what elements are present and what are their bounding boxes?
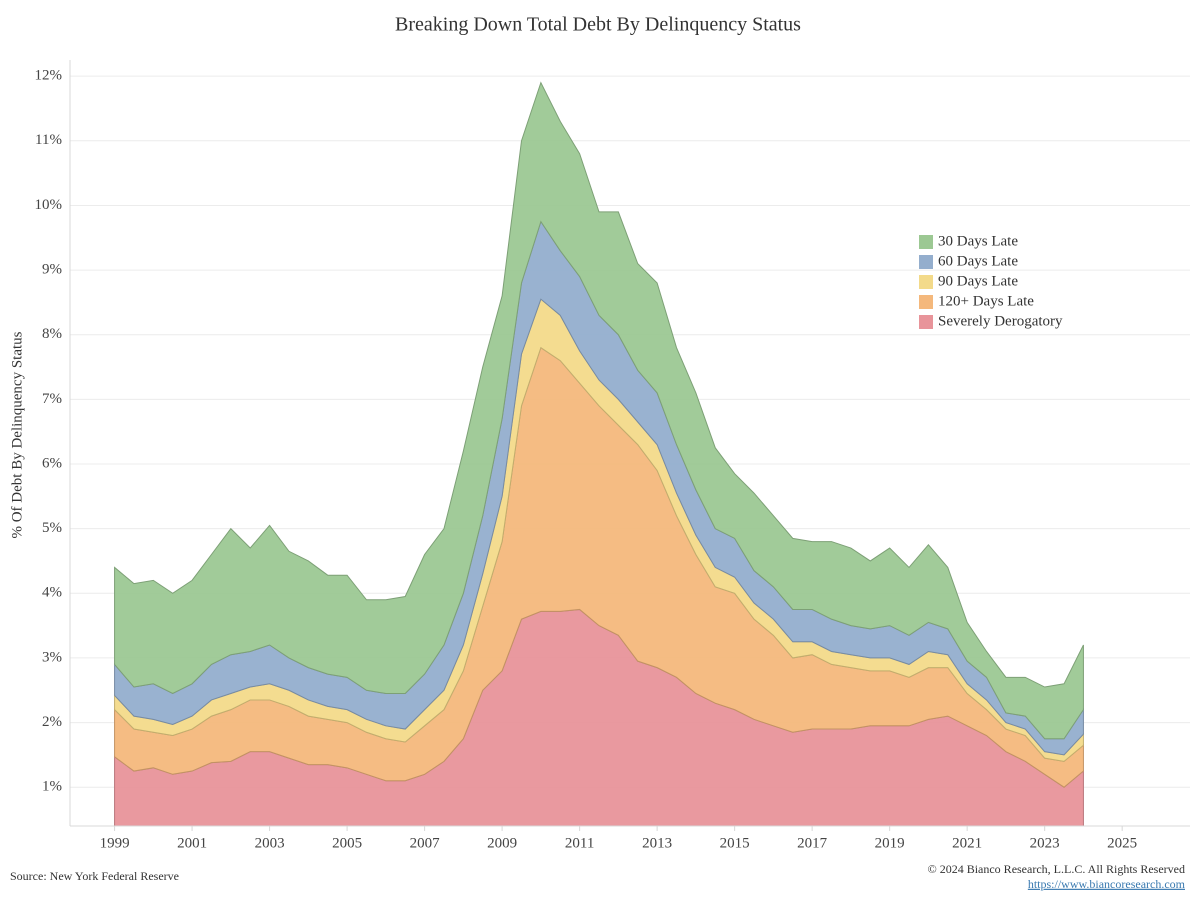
x-tick-label: 2025: [1107, 835, 1137, 851]
x-tick-label: 2001: [177, 835, 207, 851]
x-tick-label: 2015: [720, 835, 750, 851]
legend-label: 30 Days Late: [938, 233, 1018, 249]
x-tick-label: 2019: [875, 835, 905, 851]
source-note: Source: New York Federal Reserve: [10, 869, 179, 883]
legend-swatch: [919, 295, 933, 309]
x-tick-label: 1999: [100, 835, 130, 851]
y-tick-label: 4%: [42, 585, 62, 601]
areas: [114, 81, 1084, 826]
x-tick-label: 2017: [797, 835, 828, 851]
copyright: © 2024 Bianco Research, L.L.C. All Right…: [928, 862, 1185, 876]
legend: 30 Days Late 60 Days Late 90 Days Late 120+…: [919, 233, 1063, 329]
legend-swatch: [919, 255, 933, 269]
x-tick-label: 2021: [952, 835, 982, 851]
legend-label: Severely Derogatory: [938, 313, 1063, 329]
y-tick-label: 10%: [35, 197, 63, 213]
x-tick-label: 2009: [487, 835, 517, 851]
y-tick-label: 12%: [35, 68, 63, 84]
legend-swatch: [919, 235, 933, 249]
legend-label: 60 Days Late: [938, 253, 1018, 269]
legend-label: 90 Days Late: [938, 273, 1018, 289]
axes: 1% 2% 3% 4% 5% 6% 7% 8% 9% 10% 11% 12% 1999 2001 2003 2…: [35, 60, 1190, 851]
y-tick-label: 7%: [42, 391, 62, 407]
x-tick-label: 2013: [642, 835, 672, 851]
x-tick-label: 2005: [332, 835, 362, 851]
x-tick-label: 2011: [565, 835, 594, 851]
y-tick-label: 5%: [42, 520, 62, 536]
y-tick-label: 3%: [42, 649, 62, 665]
y-tick-label: 11%: [35, 132, 62, 148]
y-tick-label: 1%: [42, 779, 62, 795]
legend-swatch: [919, 315, 933, 329]
legend-swatch: [919, 275, 933, 289]
x-tick-label: 2003: [255, 835, 285, 851]
x-tick-label: 2007: [410, 835, 441, 851]
y-tick-label: 6%: [42, 455, 62, 471]
chart-title: Breaking Down Total Debt By Delinquency …: [395, 14, 801, 36]
y-tick-label: 9%: [42, 262, 62, 278]
legend-label: 120+ Days Late: [938, 293, 1034, 309]
y-tick-label: 2%: [42, 714, 62, 730]
website-link[interactable]: https://www.biancoresearch.com: [1028, 877, 1186, 891]
y-axis-label: % Of Debt By Delinquency Status: [9, 331, 25, 538]
y-tick-label: 8%: [42, 326, 62, 342]
area: [114, 81, 1084, 740]
x-tick-label: 2023: [1030, 835, 1060, 851]
